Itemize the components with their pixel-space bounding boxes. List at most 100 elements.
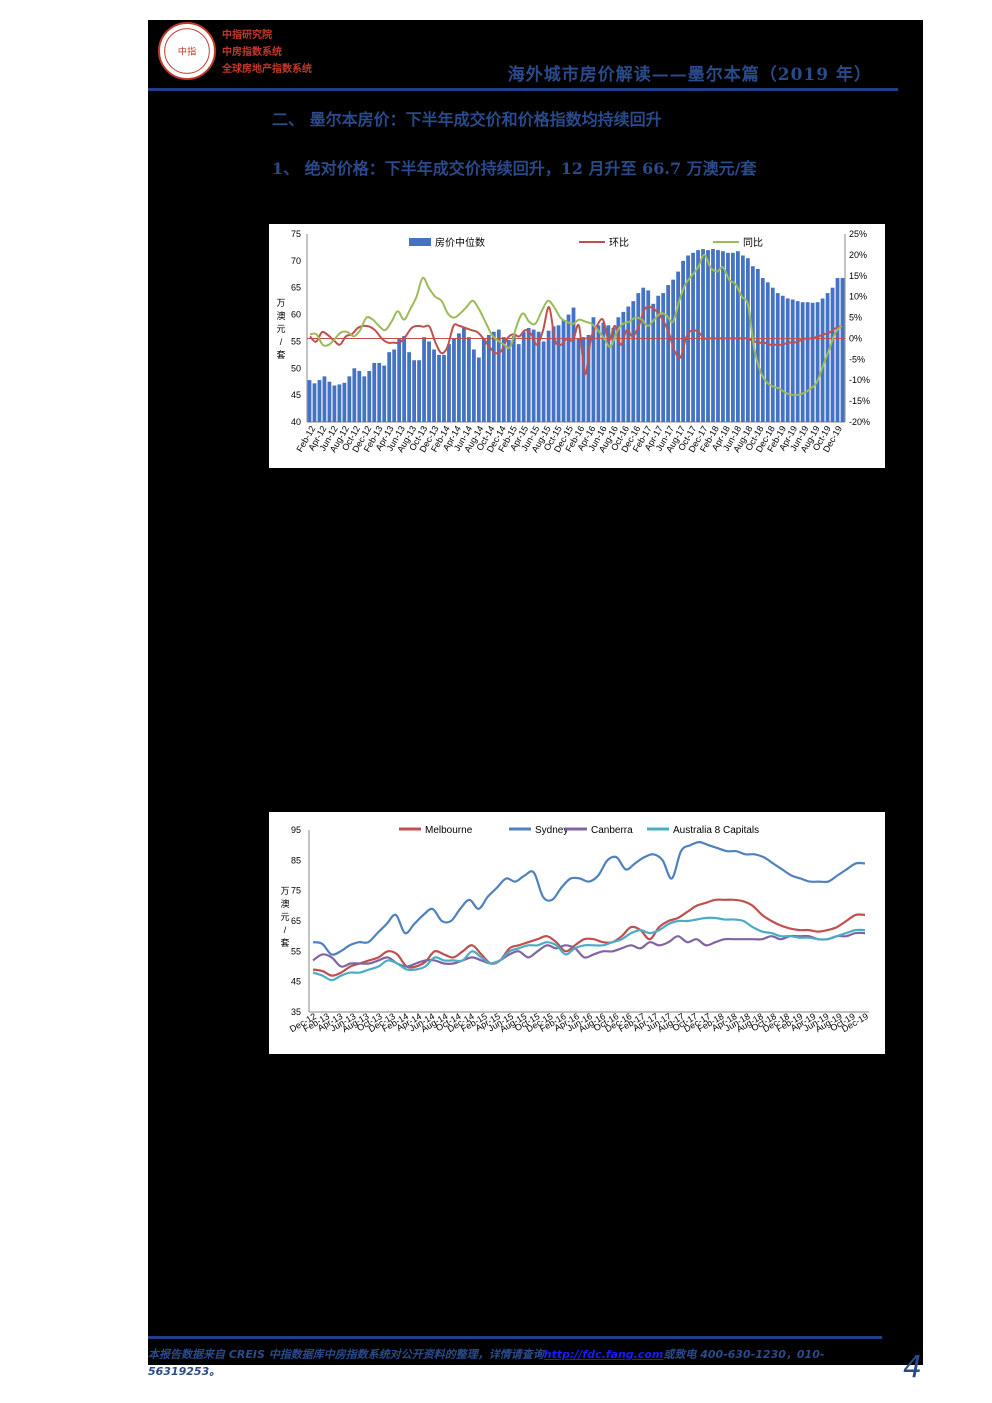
left-tick-label: 55 xyxy=(291,336,301,346)
price-bar xyxy=(651,303,656,422)
left-tick-label: 50 xyxy=(291,363,301,373)
price-bar xyxy=(317,380,322,422)
price-bar xyxy=(367,370,372,422)
price-bar xyxy=(731,252,735,422)
left-tick-label: 40 xyxy=(291,417,301,427)
price-bar xyxy=(541,341,546,422)
right-tick-label: -20% xyxy=(849,417,870,427)
price-bar xyxy=(671,279,676,422)
right-tick-label: 15% xyxy=(849,271,867,281)
yoy-line xyxy=(309,253,843,397)
right-tick-label: -5% xyxy=(849,354,865,364)
price-bar xyxy=(521,331,526,422)
org-name-3: 全球房地产指数系统 xyxy=(222,64,312,75)
price-bar xyxy=(377,362,382,422)
price-bar xyxy=(307,380,312,422)
legend-label-bar: 房价中位数 xyxy=(435,236,485,249)
left-tick-label: 45 xyxy=(291,390,301,400)
price-bar xyxy=(621,311,626,422)
right-tick-label: 20% xyxy=(849,250,867,260)
price-bar xyxy=(775,293,780,422)
price-bar xyxy=(422,337,426,422)
price-bar xyxy=(770,287,775,422)
y-axis-label-char: 万 xyxy=(276,298,285,308)
price-bar xyxy=(711,249,715,422)
y-axis-label-char: 套 xyxy=(280,937,289,948)
footer-note: 本报告数据来自 CREIS 中指数据库中房指数系统对公开资料的整理，详情请查询h… xyxy=(148,1346,888,1380)
price-bar xyxy=(491,331,496,422)
price-bar xyxy=(352,368,357,422)
y-axis-label-char: 元 xyxy=(280,912,289,922)
price-bar xyxy=(467,337,471,422)
price-bar xyxy=(760,278,765,422)
y-axis-label-char: 澳 xyxy=(276,310,285,321)
price-bar xyxy=(626,306,631,422)
legend-label-mom: 环比 xyxy=(609,237,629,249)
subsection-heading: 1、 绝对价格：下半年成交价持续回升，12 月升至 66.7 万澳元/套 xyxy=(272,159,757,178)
price-bar xyxy=(755,268,760,422)
price-bar xyxy=(716,250,720,422)
price-bar xyxy=(357,370,362,422)
price-bar xyxy=(691,252,695,422)
right-tick-label: 25% xyxy=(849,229,867,239)
footer-contact: 或致电 400-630-1230，010-56319253。 xyxy=(148,1348,825,1378)
price-bar xyxy=(641,287,646,422)
price-bar xyxy=(696,250,700,422)
price-bar xyxy=(581,337,586,422)
price-bar xyxy=(576,338,581,422)
left-tick-label: 55 xyxy=(291,946,301,956)
left-tick-label: 75 xyxy=(291,229,301,239)
price-bar xyxy=(721,251,725,422)
price-bar xyxy=(496,329,501,422)
price-bar xyxy=(785,298,790,422)
right-tick-label: 5% xyxy=(849,313,862,323)
left-tick-label: 85 xyxy=(291,855,301,865)
price-bar xyxy=(795,301,800,422)
price-bar xyxy=(745,258,750,422)
price-bar xyxy=(631,301,636,422)
org-name-2: 中房指数系统 xyxy=(222,47,282,58)
legend-label: Sydney xyxy=(535,825,568,836)
legend-label: Canberra xyxy=(591,825,633,836)
footer-link[interactable]: http://fdc.fang.com xyxy=(543,1348,664,1361)
right-tick-label: 0% xyxy=(849,333,862,343)
price-bar xyxy=(506,339,511,422)
price-bar xyxy=(382,365,387,422)
price-bar xyxy=(661,293,666,422)
price-bar xyxy=(407,352,412,422)
price-bar xyxy=(571,307,576,422)
left-tick-label: 75 xyxy=(291,886,301,896)
price-bar xyxy=(337,384,342,422)
svg-text:中指: 中指 xyxy=(178,46,197,58)
price-bar xyxy=(765,282,770,422)
y-axis-label-char: / xyxy=(284,925,287,935)
page-number: 4 xyxy=(903,1350,923,1385)
left-tick-label: 60 xyxy=(291,310,301,320)
price-bar xyxy=(501,337,506,422)
price-bar xyxy=(526,328,531,422)
price-bar xyxy=(666,285,671,422)
price-bar xyxy=(452,338,456,422)
price-bar xyxy=(402,336,407,422)
price-bar xyxy=(830,287,835,422)
sydney-line xyxy=(312,840,866,956)
left-tick-label: 95 xyxy=(291,825,301,835)
price-bar xyxy=(566,314,571,422)
legend-label: Australia 8 Capitals xyxy=(673,825,759,836)
price-bar xyxy=(825,293,830,422)
right-tick-label: 10% xyxy=(849,292,867,302)
price-bar xyxy=(736,251,740,422)
price-bar xyxy=(551,326,556,422)
price-bar xyxy=(596,325,601,422)
legend-swatch-bar xyxy=(409,238,431,246)
price-bar xyxy=(611,328,616,422)
price-bar xyxy=(397,338,402,422)
price-bar xyxy=(810,302,815,422)
y-axis-label-char: 澳 xyxy=(280,898,289,909)
melbourne-line xyxy=(312,898,866,977)
price-bar xyxy=(800,302,805,422)
header-rule xyxy=(148,88,898,91)
price-bar xyxy=(312,383,317,422)
melbourne-price-chart-svg: 40 45 50 55 60 65 70 75 -20% -15% -10% -5% 0% 5% 10% 15… xyxy=(276,229,870,454)
price-bar xyxy=(516,344,521,422)
